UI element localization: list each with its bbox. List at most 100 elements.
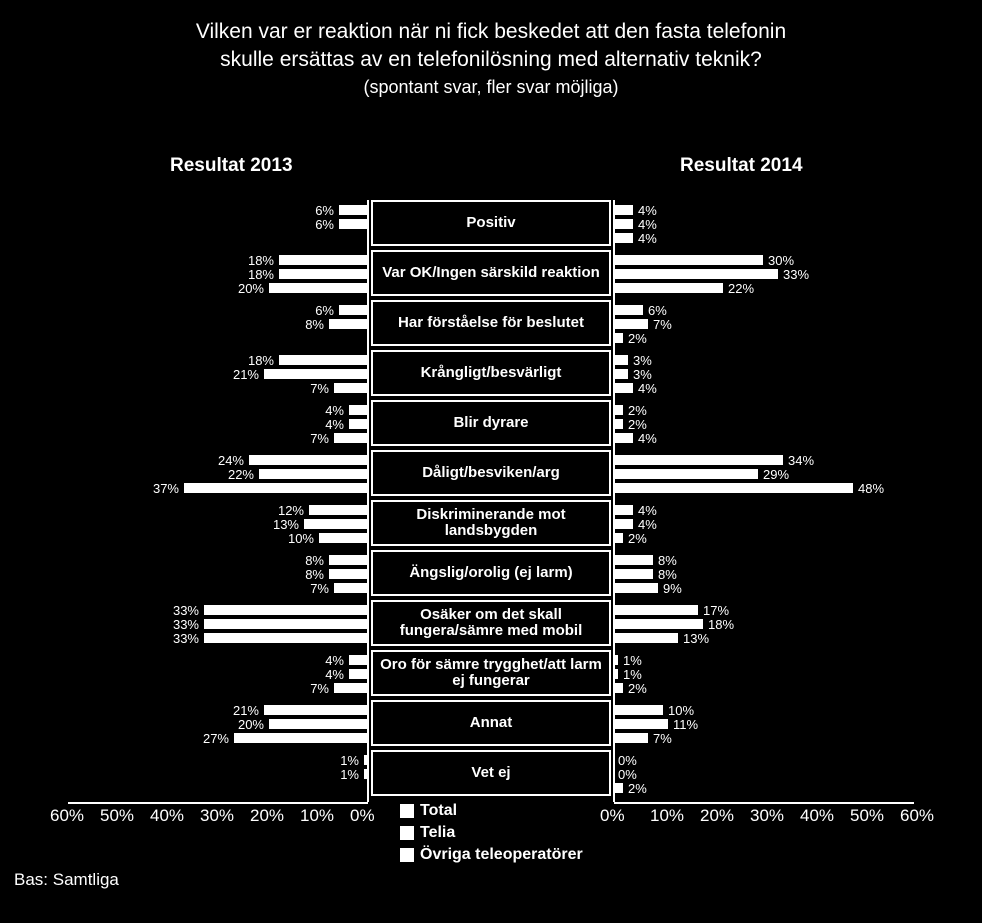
bar-label-telia: 6% <box>315 217 334 232</box>
chart-row: Annat21%20%27% 10%11%7% <box>0 700 982 750</box>
bar-label-telia: 4% <box>638 517 657 532</box>
bar-total <box>614 504 634 516</box>
bar-telia <box>278 268 368 280</box>
chart-area: Positiv6%6%4%4%4%Var OK/Ingen särskild r… <box>0 200 982 800</box>
bar-label-total: 4% <box>638 503 657 518</box>
bar-other <box>333 582 368 594</box>
bar-label-total: 18% <box>248 353 274 368</box>
bar-telia <box>614 368 629 380</box>
chart-row: Var OK/Ingen särskild reaktion18%18%20%3… <box>0 250 982 300</box>
title-line-2: skulle ersättas av en telefonilösning me… <box>0 46 982 74</box>
bar-label-total: 30% <box>768 253 794 268</box>
bar-telia <box>614 568 654 580</box>
bar-label-total: 0% <box>618 753 637 768</box>
bars-right: 17%18%13% <box>614 600 982 646</box>
bar-label-total: 10% <box>668 703 694 718</box>
bars-right: 4%4%2% <box>614 500 982 546</box>
axis-baseline-right <box>613 200 615 802</box>
bar-other <box>614 232 634 244</box>
bar-label-telia: 21% <box>233 367 259 382</box>
axis-tick: 50% <box>850 806 884 826</box>
bar-label-total: 33% <box>173 603 199 618</box>
bar-label-telia: 18% <box>708 617 734 632</box>
bars-left: 12%13%10% <box>0 500 368 546</box>
bars-right: 2%2%4% <box>614 400 982 446</box>
bar-other <box>318 532 368 544</box>
bar-label-total: 6% <box>315 303 334 318</box>
bar-label-telia: 2% <box>628 417 647 432</box>
axis-baseline-left <box>367 200 369 802</box>
bar-telia <box>328 568 368 580</box>
bar-total <box>348 404 368 416</box>
bar-label-other: 7% <box>653 731 672 746</box>
legend-label-telia: Telia <box>420 824 455 842</box>
bar-other <box>614 582 659 594</box>
bar-other <box>614 782 624 794</box>
bar-total <box>263 704 368 716</box>
bar-other <box>614 432 634 444</box>
category-label: Vet ej <box>371 750 611 796</box>
bar-label-telia: 4% <box>325 417 344 432</box>
bar-label-total: 4% <box>638 203 657 218</box>
bar-total <box>308 504 368 516</box>
bar-label-other: 4% <box>638 231 657 246</box>
bars-right: 3%3%4% <box>614 350 982 396</box>
legend: Total Telia Övriga teleoperatörer <box>400 800 583 866</box>
bar-label-total: 2% <box>628 403 647 418</box>
bar-telia <box>614 218 634 230</box>
bar-telia <box>614 518 634 530</box>
chart-row: Har förståelse för beslutet6%8%6%7%2% <box>0 300 982 350</box>
axis-tick: 20% <box>250 806 284 826</box>
bar-telia <box>338 218 368 230</box>
chart-row: Dåligt/besviken/arg24%22%37%34%29%48% <box>0 450 982 500</box>
bar-total <box>328 554 368 566</box>
bar-total <box>614 604 699 616</box>
bar-label-other: 22% <box>728 281 754 296</box>
bar-total <box>338 204 368 216</box>
bar-label-other: 33% <box>173 631 199 646</box>
bar-label-total: 24% <box>218 453 244 468</box>
category-label: Blir dyrare <box>371 400 611 446</box>
legend-swatch-icon <box>400 804 414 818</box>
bar-other <box>614 282 724 294</box>
legend-label-other: Övriga teleoperatörer <box>420 846 583 864</box>
bar-telia <box>328 318 368 330</box>
bar-label-total: 17% <box>703 603 729 618</box>
bar-label-total: 12% <box>278 503 304 518</box>
bars-left: 18%18%20% <box>0 250 368 296</box>
bar-total <box>278 254 368 266</box>
bar-telia <box>258 468 368 480</box>
bar-other <box>614 532 624 544</box>
legend-item-other: Övriga teleoperatörer <box>400 844 583 866</box>
bar-other <box>333 382 368 394</box>
bar-other <box>333 432 368 444</box>
bar-label-total: 4% <box>325 403 344 418</box>
bar-other <box>614 682 624 694</box>
bars-right: 1%1%2% <box>614 650 982 696</box>
bars-right: 30%33%22% <box>614 250 982 296</box>
bars-left: 8%8%7% <box>0 550 368 596</box>
title-line-1: Vilken var er reaktion när ni fick beske… <box>0 18 982 46</box>
bar-label-telia: 7% <box>653 317 672 332</box>
bars-left: 18%21%7% <box>0 350 368 396</box>
bar-label-telia: 4% <box>638 217 657 232</box>
bar-label-other: 48% <box>858 481 884 496</box>
bar-label-other: 2% <box>628 681 647 696</box>
category-label: Annat <box>371 700 611 746</box>
bar-label-other: 7% <box>310 681 329 696</box>
bar-label-other: 7% <box>310 431 329 446</box>
bar-label-telia: 8% <box>658 567 677 582</box>
legend-item-total: Total <box>400 800 583 822</box>
bars-left: 21%20%27% <box>0 700 368 746</box>
legend-item-telia: Telia <box>400 822 583 844</box>
category-label: Positiv <box>371 200 611 246</box>
bar-other <box>203 632 368 644</box>
legend-swatch-icon <box>400 848 414 862</box>
bar-label-telia: 1% <box>623 667 642 682</box>
bar-other <box>614 482 854 494</box>
bar-label-total: 8% <box>305 553 324 568</box>
bar-other <box>333 682 368 694</box>
category-label: Krångligt/besvärligt <box>371 350 611 396</box>
left-column-header: Resultat 2013 <box>170 155 293 177</box>
bar-label-telia: 11% <box>673 717 698 732</box>
